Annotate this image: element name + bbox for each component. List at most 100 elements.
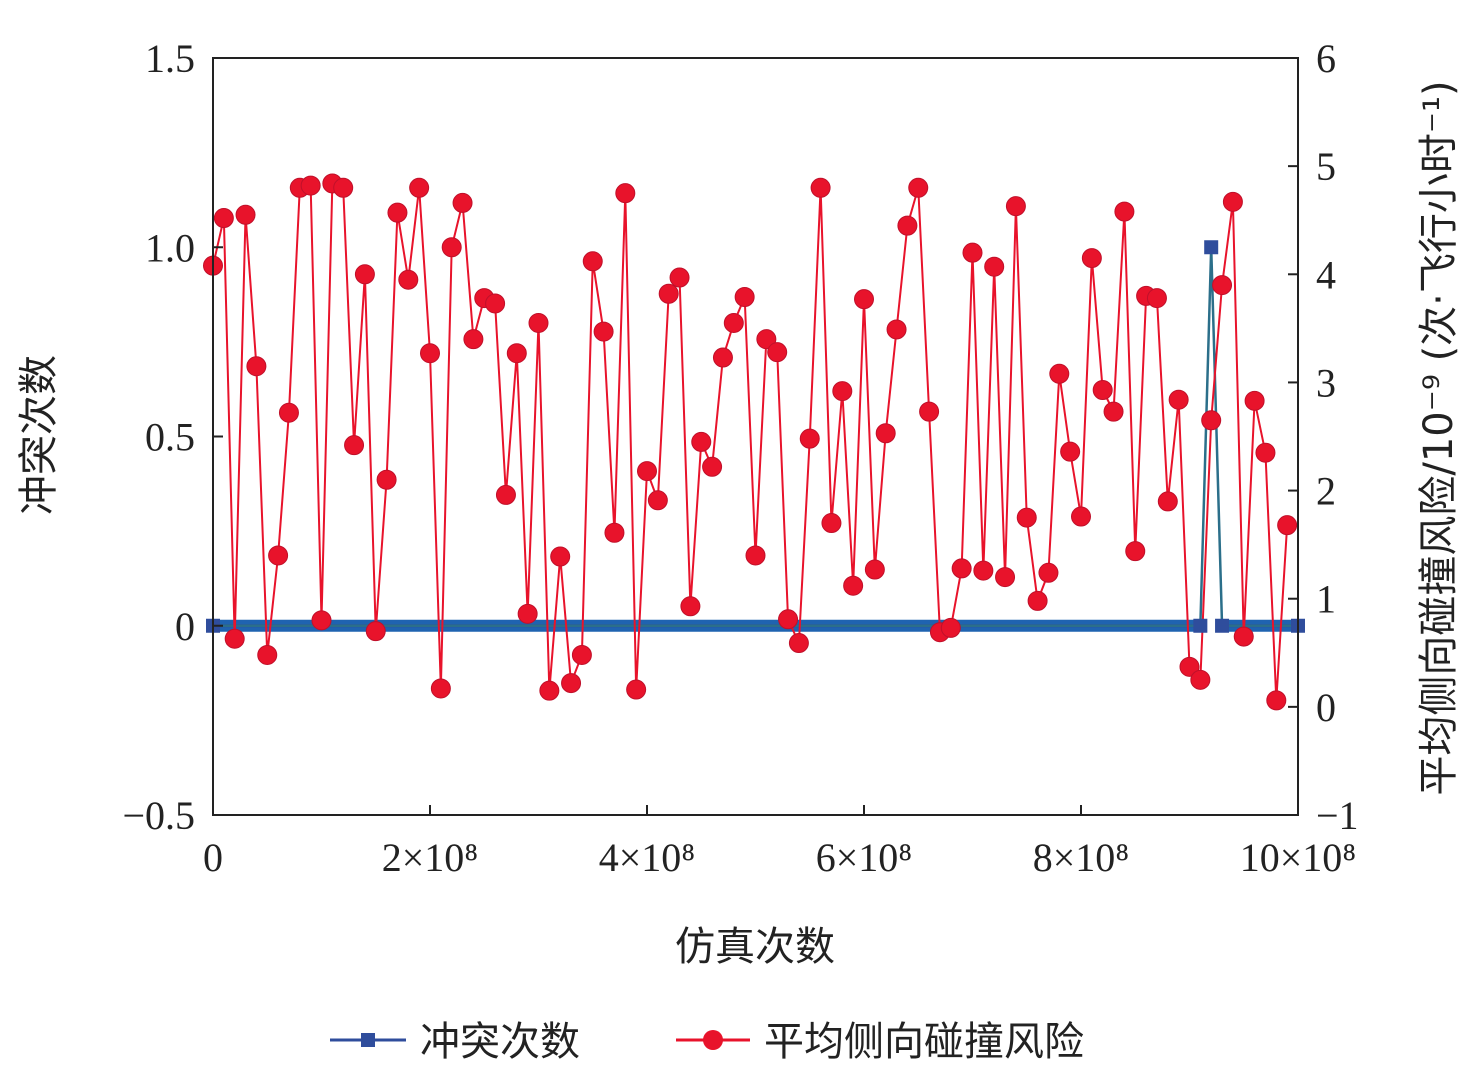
risk-point <box>723 312 744 333</box>
risk-point <box>647 490 668 511</box>
risk-point <box>843 575 864 596</box>
risk-point <box>387 202 408 223</box>
risk-point <box>951 558 972 579</box>
risk-point <box>691 431 712 452</box>
risk-point <box>940 617 961 638</box>
left-y-tick-label: 0.5 <box>145 415 195 460</box>
left-y-tick-label: 1.0 <box>145 225 195 270</box>
risk-series-line <box>212 181 1289 701</box>
plot-frame <box>212 57 1299 816</box>
right-y-tick-label: 4 <box>1316 252 1336 297</box>
axes-layer: 0 2×10⁸ 4×10⁸ 6×10⁸ 8×10⁸ 10×10⁸1.51.00.50−0.… <box>122 36 1358 880</box>
risk-point <box>875 423 896 444</box>
risk-point <box>1114 201 1135 222</box>
x-tick-label: 10×10⁸ <box>1240 835 1357 880</box>
risk-point <box>409 177 430 198</box>
risk-point <box>506 343 527 364</box>
risk-point <box>1179 656 1200 677</box>
x-tick-label: 4×10⁸ <box>599 835 696 880</box>
risk-point <box>376 469 397 490</box>
risk-point <box>626 679 647 700</box>
risk-point <box>365 621 386 642</box>
right-y-tick-label: 5 <box>1316 144 1336 189</box>
risk-point <box>1190 669 1211 690</box>
risk-point <box>1103 401 1124 422</box>
risk-point <box>257 644 278 665</box>
risk-point <box>1092 379 1113 400</box>
risk-point <box>1071 506 1091 527</box>
risk-point <box>1266 690 1287 711</box>
risk-point <box>702 456 723 477</box>
risk-point <box>1146 288 1167 309</box>
risk-point <box>430 678 451 699</box>
risk-point <box>864 559 885 580</box>
risk-point <box>788 633 809 654</box>
legend-risk-label: 平均侧向碰撞风险 <box>764 1019 1084 1065</box>
conflicts-point <box>1215 618 1230 633</box>
risk-point <box>669 267 690 288</box>
left-y-tick-label: 0 <box>175 604 195 649</box>
risk-point <box>1201 410 1222 431</box>
risk-point <box>495 484 516 505</box>
x-tick-label: 0 <box>203 835 223 880</box>
legend-conflicts-marker <box>361 1033 375 1047</box>
risk-point <box>333 177 354 198</box>
risk-point <box>398 269 419 290</box>
risk-point <box>756 329 777 350</box>
risk-point <box>854 289 874 310</box>
risk-point <box>420 343 440 364</box>
risk-point <box>615 183 636 204</box>
risk-point <box>235 204 256 225</box>
risk-point <box>1222 191 1243 212</box>
risk-point <box>517 603 538 624</box>
conflicts-point <box>1204 240 1219 255</box>
risk-point <box>778 609 799 630</box>
risk-point <box>593 321 614 342</box>
risk-point <box>658 283 679 304</box>
risk-point <box>908 177 929 198</box>
risk-point <box>539 680 560 701</box>
left-y-tick-label: −0.5 <box>122 793 195 838</box>
risk-point <box>712 347 733 368</box>
risk-point <box>463 329 484 350</box>
right-y-tick-label: 2 <box>1316 469 1336 514</box>
risk-point <box>919 401 940 422</box>
risk-point <box>582 251 603 272</box>
risk-point <box>1277 515 1298 536</box>
risk-point <box>1157 491 1178 512</box>
right-y-tick-label: 1 <box>1316 577 1336 622</box>
right-y-tick-label: 0 <box>1316 685 1336 730</box>
risk-point <box>224 628 245 649</box>
risk-point <box>799 428 820 449</box>
left-y-axis-title: 冲突次数 <box>16 355 62 515</box>
x-tick-label: 6×10⁸ <box>816 835 913 880</box>
right-y-tick-label: 3 <box>1316 360 1336 405</box>
risk-point <box>528 312 549 333</box>
x-tick-label: 2×10⁸ <box>382 835 479 880</box>
risk-point <box>962 242 983 263</box>
right-y-tick-label: −1 <box>1316 793 1359 838</box>
risk-point <box>441 237 462 258</box>
risk-point <box>268 545 289 566</box>
risk-point <box>810 177 831 198</box>
risk-point <box>550 546 571 567</box>
risk-point <box>1168 389 1189 410</box>
risk-point <box>354 264 375 285</box>
legend-conflicts-label: 冲突次数 <box>420 1019 580 1065</box>
x-tick-label: 8×10⁸ <box>1033 835 1130 880</box>
risk-point <box>311 610 332 631</box>
risk-point <box>604 522 625 543</box>
conflicts-point <box>1193 618 1208 633</box>
risk-point <box>344 435 365 456</box>
risk-point <box>278 402 299 423</box>
plot-layer <box>203 173 1305 711</box>
risk-point <box>1212 275 1233 296</box>
legend: 冲突次数 平均侧向碰撞风险 <box>330 1019 1084 1065</box>
risk-point <box>995 567 1016 588</box>
risk-point <box>571 644 592 665</box>
conflicts-series-line <box>213 247 1298 627</box>
right-y-axis-title: 平均侧向碰撞风险/10⁻⁹ (次·飞行小时⁻¹) <box>1416 80 1462 795</box>
risk-point <box>1060 441 1081 462</box>
risk-point <box>1005 196 1026 217</box>
